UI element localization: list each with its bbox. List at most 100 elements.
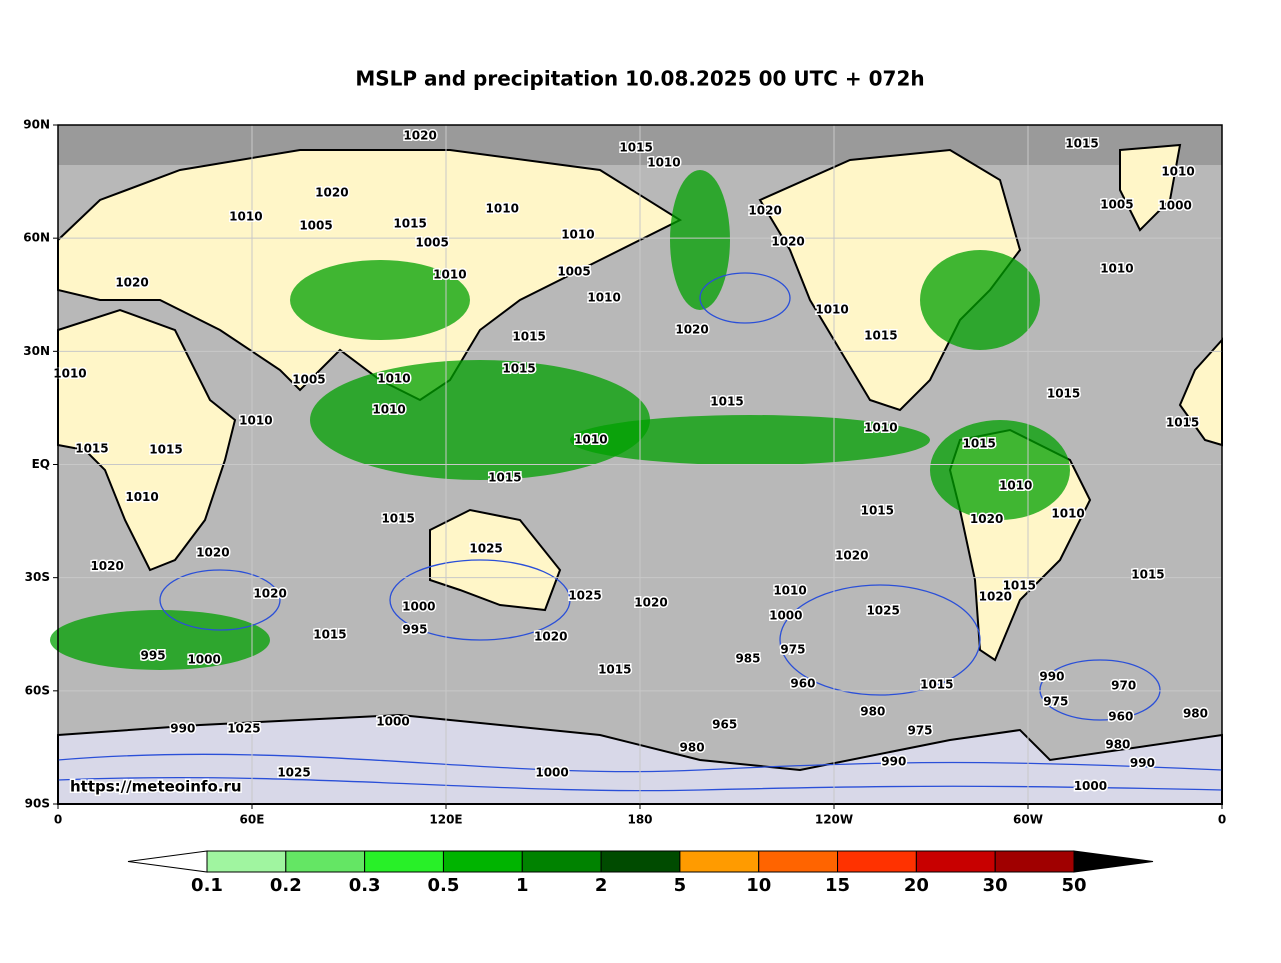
isobar-label: 1010 [53,366,86,380]
colorbar-label: 15 [825,875,850,896]
isobar-label: 1020 [90,559,123,573]
colorbar-box [758,850,839,873]
isobar-label: 1005 [557,265,590,279]
precip-area [570,415,930,465]
isobar-label: 1000 [769,608,802,622]
isobar-label: 1000 [187,652,220,666]
y-tick-label: EQ [32,457,50,471]
colorbar-label: 0.1 [191,875,223,896]
isobar-label: 970 [1111,678,1136,692]
isobar-label: 1015 [381,512,414,526]
isobar-label: 1010 [372,403,405,417]
colorbar-label: 0.5 [428,875,460,896]
colorbar-label: 20 [904,875,929,896]
isobar-label: 990 [881,755,906,769]
y-tick-label: 60N [23,231,50,245]
isobar-label: 1020 [771,234,804,248]
isobar-label: 1010 [561,228,594,242]
isobar [57,753,1223,773]
isobar-label: 1015 [149,442,182,456]
isobar-label: 1010 [377,371,410,385]
colorbar-box [285,850,366,873]
isobar-label: 1020 [403,128,436,142]
isobar-label: 1005 [415,236,448,250]
isobar-label: 1000 [402,600,435,614]
isobar-label: 1015 [488,471,521,485]
precip-area [310,360,650,480]
isobar-label: 1005 [299,219,332,233]
isobar-label: 1015 [1003,578,1036,592]
isobar [1039,659,1161,721]
x-tick-label: 120W [815,813,853,827]
colorbar-box [994,850,1075,873]
isobar-label: 1020 [675,322,708,336]
isobar-label: 1000 [1074,779,1107,793]
isobar-label: 1010 [574,432,607,446]
isobar-label: 1025 [866,603,899,617]
isobar-label: 960 [790,677,815,691]
isobar-label: 975 [907,723,932,737]
x-tick-label: 120E [429,813,462,827]
isobar-label: 980 [1105,738,1130,752]
isobar-label: 1020 [253,586,286,600]
colorbar-box [679,850,760,873]
colorbar-box [837,850,917,873]
x-tick-label: 60E [240,813,265,827]
isobar-label: 1010 [1100,262,1133,276]
isobar-label: 1010 [125,490,158,504]
isobar-label: 995 [402,623,427,637]
y-tick-label: 30S [25,570,50,584]
isobar-label: 1020 [115,276,148,290]
isobar-label: 1015 [920,678,953,692]
precip-area [670,170,730,310]
isobar-label: 1015 [393,216,426,230]
isobar-label: 1005 [292,373,325,387]
precip-area [50,610,270,670]
y-tick-label: 60S [25,683,50,697]
isobar-label: 1010 [433,268,466,282]
colorbar-label: 2 [595,875,608,896]
isobar-label: 1020 [835,549,868,563]
isobar-label: 1020 [979,589,1012,603]
isobar-label: 1010 [647,156,680,170]
isobar [159,569,281,631]
y-tick-label: 90N [23,118,50,132]
isobar-label: 1020 [748,204,781,218]
y-tick-label: 90S [25,797,50,811]
isobar-label: 1020 [534,629,567,643]
precip-area [290,260,470,340]
isobar-label: 1025 [568,588,601,602]
isobar-label: 1020 [970,512,1003,526]
isobar-label: 1015 [75,442,108,456]
isobar-label: 1025 [277,766,310,780]
x-tick-label: 180 [627,813,652,827]
isobar-label: 995 [141,648,166,662]
isobar [779,584,981,696]
y-tick-label: 30N [23,344,50,358]
isobar-label: 975 [1043,694,1068,708]
isobar-label: 1010 [1051,506,1084,520]
colorbar-box [600,850,681,873]
colorbar-box [915,850,996,873]
colorbar-label: 5 [674,875,687,896]
isobar-label: 1015 [861,503,894,517]
isobar [57,776,1223,792]
colorbar: 0.1 0.2 0.3 0.5 1 2 5 10 15 20 30 50 [127,850,1154,896]
isobar-label: 985 [735,651,760,665]
colorbar-label: 50 [1061,875,1086,896]
isobar-label: 960 [1108,709,1133,723]
source-url: https://meteoinfo.ru [70,778,242,796]
colorbar-under [127,850,208,873]
land [758,148,1022,412]
isobar-label: 1010 [815,302,848,316]
title: MSLP and precipitation 10.08.2025 00 UTC… [355,67,924,91]
x-tick-label: 0 [1218,813,1226,827]
isobar-label: 1010 [1161,165,1194,179]
land [57,308,237,572]
colorbar-over [1073,850,1154,873]
isobar-label: 1015 [1166,416,1199,430]
isobar-label: 1010 [864,420,897,434]
isobar-label: 1000 [1158,199,1191,213]
